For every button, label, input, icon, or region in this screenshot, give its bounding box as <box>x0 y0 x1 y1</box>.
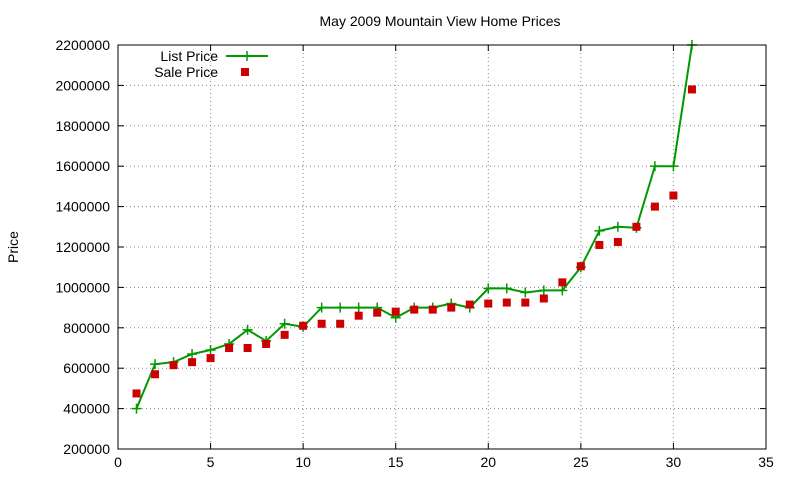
x-tick-label: 35 <box>758 454 774 470</box>
x-tick-label: 25 <box>573 454 589 470</box>
list-price-point <box>335 302 346 313</box>
list-price-point <box>187 349 198 360</box>
sale-price-point <box>687 85 696 94</box>
y-axis-label: Price <box>5 231 21 263</box>
list-price-point <box>316 302 327 313</box>
list-price-point <box>150 359 161 370</box>
list-price-point <box>520 287 531 298</box>
plot-frame <box>117 44 767 450</box>
list-price-point <box>612 221 623 232</box>
sale-price-point <box>539 294 548 303</box>
list-price-point <box>279 318 290 329</box>
sale-price-point <box>650 202 659 211</box>
list-price-point <box>594 225 605 236</box>
sale-price-point <box>317 319 326 328</box>
list-price-point <box>242 324 253 335</box>
y-tick-label: 1600000 <box>55 158 110 174</box>
y-tick-label: 1800000 <box>55 118 110 134</box>
sale-price-point <box>299 321 308 330</box>
chart-title: May 2009 Mountain View Home Prices <box>320 13 561 29</box>
list-price-point <box>668 161 679 172</box>
legend-marker-list-price <box>242 51 252 61</box>
list-price-point <box>353 302 364 313</box>
y-tick-label: 1000000 <box>55 279 110 295</box>
y-tick-label: 400000 <box>63 401 110 417</box>
x-tick-label: 30 <box>666 454 682 470</box>
sale-price-point <box>373 308 382 317</box>
list-price-point <box>649 161 660 172</box>
sale-price-point <box>410 305 419 314</box>
y-tick-label: 200000 <box>63 441 110 457</box>
sale-price-point <box>132 389 141 398</box>
sale-price-point <box>632 222 641 231</box>
x-tick-label: 5 <box>207 454 215 470</box>
y-tick-label: 2200000 <box>55 37 110 53</box>
sale-price-point <box>595 240 604 249</box>
list-price-point <box>483 283 494 294</box>
axis-ticks: 0 5 10 15 20 25 30 35 200000 400000 600000 800000 10… <box>55 37 774 470</box>
sale-price-point <box>465 300 474 309</box>
sale-price-point <box>484 299 493 308</box>
sale-price-point <box>669 191 678 200</box>
x-tick-label: 20 <box>480 454 496 470</box>
sale-price-point <box>243 344 252 352</box>
sale-price-point <box>151 370 160 379</box>
sale-price-point <box>225 344 234 352</box>
x-tick-label: 0 <box>114 454 122 470</box>
sale-price-point <box>391 307 400 316</box>
sale-price-point <box>576 262 585 271</box>
list-price-point <box>131 403 142 414</box>
sale-price-point <box>169 361 178 370</box>
sale-price-point <box>354 311 363 320</box>
x-tick-label: 10 <box>295 454 311 470</box>
sale-price-point <box>502 298 511 307</box>
grid <box>118 45 766 449</box>
sale-price-point <box>206 354 215 363</box>
sale-price-point <box>447 303 456 312</box>
legend-label-list-price: List Price <box>160 48 218 64</box>
y-tick-label: 2000000 <box>55 77 110 93</box>
sale-price-point <box>521 298 530 307</box>
list-price-point <box>557 285 568 296</box>
y-tick-label: 600000 <box>63 360 110 376</box>
series-sale-price <box>132 85 696 398</box>
series-layer <box>131 40 697 414</box>
sale-price-point <box>336 319 345 328</box>
sale-price-point <box>262 339 271 348</box>
sale-price-point <box>613 237 622 246</box>
sale-price-point <box>558 278 567 287</box>
legend-marker-sale-price <box>241 68 249 76</box>
x-tick-label: 15 <box>388 454 404 470</box>
list-price-point <box>538 285 549 296</box>
legend-label-sale-price: Sale Price <box>154 64 218 80</box>
list-price-point <box>205 345 216 356</box>
y-tick-label: 800000 <box>63 320 110 336</box>
sale-price-point <box>428 305 437 314</box>
y-tick-label: 1400000 <box>55 199 110 215</box>
sale-price-point <box>188 358 197 367</box>
list-price-point <box>501 283 512 294</box>
y-tick-label: 1200000 <box>55 239 110 255</box>
sale-price-point <box>280 330 289 339</box>
